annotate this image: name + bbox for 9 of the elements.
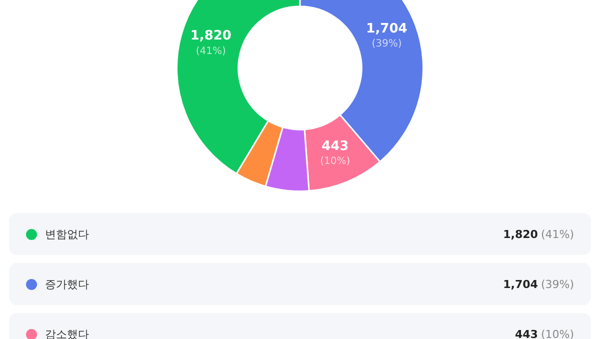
data-label: 443 (10%)	[320, 138, 350, 168]
legend-label: 감소했다	[45, 326, 90, 339]
data-label: 1,820 (41%)	[190, 28, 232, 57]
legend-label: 증가했다	[45, 276, 90, 292]
legend-label: 변함없다	[45, 226, 90, 242]
data-label: 1,704 (39%)	[366, 21, 408, 50]
text: 1,820 (41%)	[503, 228, 574, 240]
text: 1,704 (39%)	[503, 278, 574, 290]
text: 443 (10%)	[514, 328, 574, 339]
